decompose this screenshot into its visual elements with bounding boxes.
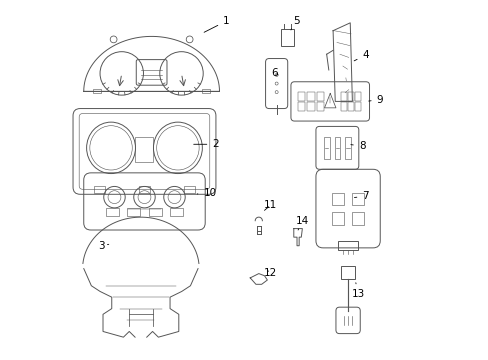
Bar [323,137,329,158]
Text: 3: 3 [98,241,108,251]
Bar [307,92,314,101]
Text: 14: 14 [296,216,309,230]
Bar [340,102,346,111]
Bar [135,137,153,162]
Bar [345,137,350,158]
Bar [351,193,364,205]
Text: 6: 6 [271,68,277,78]
Bar [340,266,354,279]
Bar [347,92,353,101]
Bar [351,212,364,225]
Bar [184,186,194,193]
Bar [337,241,357,250]
Text: 8: 8 [350,141,365,151]
Bar [331,193,344,205]
Bar [139,186,149,193]
Text: 1: 1 [203,16,229,32]
Bar [334,137,340,158]
Bar [354,92,360,101]
Text: 13: 13 [351,283,364,299]
Text: 4: 4 [353,50,368,61]
Bar [93,89,101,93]
Text: 5: 5 [290,16,299,30]
Text: 10: 10 [197,188,216,198]
Bar [354,102,360,111]
Text: 2: 2 [193,139,219,149]
Text: 9: 9 [368,95,383,105]
Bar [316,92,323,101]
Bar [148,208,162,216]
Text: 11: 11 [264,200,277,210]
Bar [202,89,209,93]
Bar [106,208,119,216]
Bar [331,212,344,225]
Text: 7: 7 [354,191,368,201]
Bar [340,92,346,101]
Bar [298,102,305,111]
Bar [94,186,104,193]
Bar [347,102,353,111]
Bar [281,28,293,46]
Bar [170,208,183,216]
Bar [316,102,323,111]
Text: 12: 12 [264,268,277,278]
Bar [127,208,140,216]
Bar [298,92,305,101]
Bar [307,102,314,111]
